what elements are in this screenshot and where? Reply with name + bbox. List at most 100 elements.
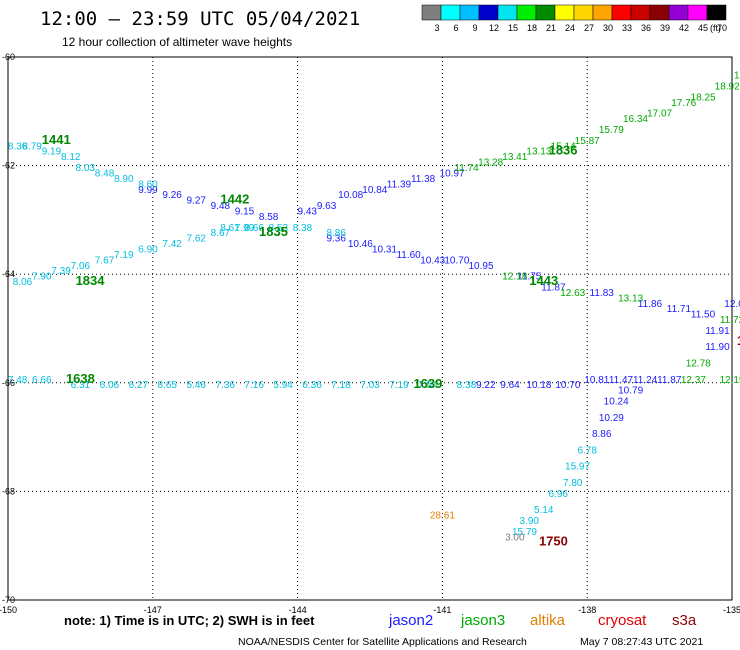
pass-time-label: 1835 bbox=[259, 224, 288, 239]
swh-value-label: 8.38 bbox=[293, 223, 313, 234]
swh-value-label: 17.07 bbox=[647, 109, 672, 120]
swh-value-label: 7.19 bbox=[114, 250, 134, 261]
note-text: note: 1) Time is in UTC; 2) SWH is in fe… bbox=[64, 613, 315, 628]
plot-area: -150 -147 -144 -141 -138 -135 -60 -62 -64 -66 -68 -… bbox=[0, 52, 740, 615]
swh-value-label: 7.90 bbox=[32, 272, 52, 283]
pass-time-label: 1639 bbox=[413, 376, 442, 391]
swh-value-label: 11.91 bbox=[705, 326, 730, 337]
swh-value-label: 8.58 bbox=[259, 212, 279, 223]
pass-time-label: 1836 bbox=[549, 143, 578, 158]
swh-value-label: 7.80 bbox=[563, 478, 583, 489]
colorbar-swatch bbox=[517, 5, 536, 20]
swh-value-label: 6.06 bbox=[100, 380, 120, 391]
colorbar-label: 42 bbox=[679, 23, 689, 33]
swh-value-label: 11.90 bbox=[705, 342, 730, 353]
swh-value-label: 12.00 bbox=[724, 299, 740, 310]
colorbar-swatch bbox=[441, 5, 460, 20]
swh-value-label: 10.18 bbox=[526, 380, 551, 391]
swh-value-label: 18.25 bbox=[691, 92, 716, 103]
colorbar-swatch bbox=[498, 5, 517, 20]
swh-value-label: 13.28 bbox=[478, 158, 503, 169]
swh-value-label: 7.18 bbox=[331, 380, 351, 391]
swh-value-label: 11.87 bbox=[657, 375, 682, 386]
y-tick-label: -70 bbox=[2, 595, 15, 605]
colorbar-swatch bbox=[460, 5, 479, 20]
swh-value-label: 9.19 bbox=[42, 147, 62, 158]
colorbar-label: 3 bbox=[434, 23, 439, 33]
colorbar-unit: (ft) bbox=[710, 23, 721, 33]
colorbar: 3 6 9 12 15 18 21 24 27 30 33 36 39 42 45 70 bbox=[422, 5, 727, 33]
swh-value-label: 10.79 bbox=[618, 386, 643, 397]
swh-value-label: 11.38 bbox=[411, 174, 436, 185]
colorbar-swatch bbox=[631, 5, 650, 20]
swh-value-label: 8.79 bbox=[22, 141, 42, 152]
colorbar-label: 45 bbox=[698, 23, 708, 33]
swh-value-label: 10.46 bbox=[348, 239, 373, 250]
swh-value-label: 11.39 bbox=[387, 179, 412, 190]
colorbar-label: 15 bbox=[508, 23, 518, 33]
swh-value-label: 12.37 bbox=[681, 375, 706, 386]
colorbar-label: 39 bbox=[660, 23, 670, 33]
chart-title: 12:00 — 23:59 UTC 05/04/2021 bbox=[40, 8, 360, 30]
swh-value-label: 10.24 bbox=[604, 397, 629, 408]
x-tick-label: -141 bbox=[433, 605, 451, 615]
swh-value-label: 7.03 bbox=[360, 380, 380, 391]
legend-jason3: jason3 bbox=[460, 612, 505, 629]
swh-value-label: 12.78 bbox=[686, 359, 711, 370]
swh-value-label: 8.60 bbox=[138, 179, 158, 190]
swh-value-label: 11.47 bbox=[609, 375, 634, 386]
swh-value-label: 8.03 bbox=[75, 163, 95, 174]
swh-value-label: 10.29 bbox=[599, 413, 624, 424]
swh-value-label: 7.48 bbox=[8, 375, 28, 386]
swh-value-label: 9.64 bbox=[500, 380, 520, 391]
colorbar-swatch bbox=[574, 5, 593, 20]
swh-value-label: 8.06 bbox=[13, 277, 33, 288]
swh-value-label: 9.15 bbox=[235, 206, 255, 217]
swh-value-label: 11.60 bbox=[396, 250, 421, 261]
colorbar-label: 9 bbox=[472, 23, 477, 33]
y-tick-label: -62 bbox=[2, 161, 15, 171]
colorbar-label: 33 bbox=[622, 23, 632, 33]
x-tick-label: -150 bbox=[0, 605, 17, 615]
swh-value-label: 11.83 bbox=[590, 288, 615, 299]
colorbar-label: 6 bbox=[453, 23, 458, 33]
colorbar-swatch bbox=[422, 5, 441, 20]
swh-value-label: 15.97 bbox=[565, 462, 590, 473]
swh-value-label: 11.71 bbox=[667, 304, 692, 315]
swh-value-label: 6.78 bbox=[577, 445, 597, 456]
y-tick-label: -60 bbox=[2, 52, 15, 62]
swh-value-label: 12.19 bbox=[719, 375, 740, 386]
swh-value-label: 7.42 bbox=[162, 239, 182, 250]
swh-value-label: 10.31 bbox=[372, 244, 397, 255]
legend-altika: altika bbox=[530, 612, 566, 629]
colorbar-swatch bbox=[593, 5, 612, 20]
legend-cryosat: cryosat bbox=[598, 612, 647, 629]
swh-value-label: 11.50 bbox=[691, 310, 716, 321]
swh-value-label: 6.36 bbox=[302, 380, 322, 391]
swh-value-label: 8.90 bbox=[114, 174, 134, 185]
swh-value-label: 7.36 bbox=[215, 380, 235, 391]
swh-value-label: 8.65 bbox=[158, 380, 178, 391]
swh-value-label: 9.43 bbox=[298, 206, 318, 217]
swh-value-label: 11.24 bbox=[633, 375, 658, 386]
colorbar-swatch bbox=[536, 5, 555, 20]
colorbar-swatch bbox=[612, 5, 631, 20]
colorbar-label: 21 bbox=[546, 23, 556, 33]
swh-value-label: 3.90 bbox=[520, 516, 540, 527]
pass-time-label: 1442 bbox=[220, 192, 249, 207]
swh-value-label: 9.27 bbox=[187, 196, 207, 207]
footer-timestamp: May 7 08:27:43 UTC 2021 bbox=[580, 636, 703, 648]
colorbar-label: 18 bbox=[527, 23, 537, 33]
swh-value-label: 8.12 bbox=[61, 152, 81, 163]
swh-value-label: 7.39 bbox=[51, 266, 71, 277]
swh-value-label: 6.66 bbox=[32, 375, 52, 386]
x-tick-label: -138 bbox=[578, 605, 596, 615]
swh-value-label: 10.70 bbox=[555, 380, 580, 391]
plot-frame bbox=[8, 57, 732, 600]
swh-value-label: 15.47 bbox=[734, 71, 740, 82]
swh-value-label: 5.14 bbox=[534, 505, 554, 516]
swh-value-label: 12.18 bbox=[502, 272, 527, 283]
swh-value-label: 6.90 bbox=[138, 244, 158, 255]
y-tick-label: -68 bbox=[2, 486, 15, 496]
